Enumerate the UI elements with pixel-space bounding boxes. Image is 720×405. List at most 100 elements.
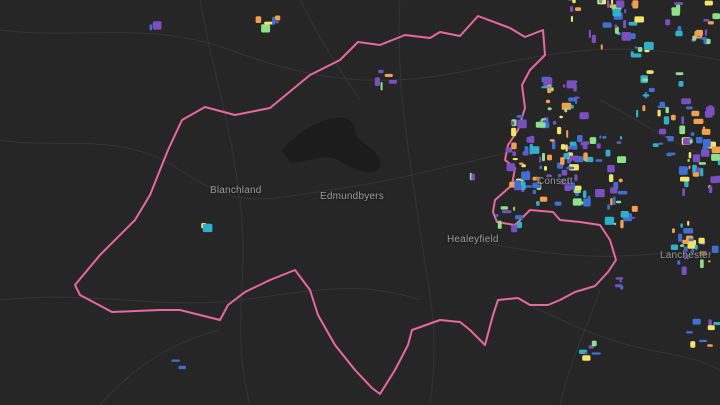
settlement-patch bbox=[575, 7, 582, 11]
place-label-consett: Consett bbox=[537, 176, 573, 187]
settlement-patch bbox=[667, 136, 674, 142]
settlement-patch bbox=[683, 138, 692, 145]
settlement-patch bbox=[681, 266, 687, 275]
settlement-patch bbox=[665, 19, 671, 26]
settlement-patch bbox=[552, 120, 557, 125]
settlement-patch bbox=[698, 162, 706, 165]
settlement-patch bbox=[628, 21, 638, 26]
settlement-patch bbox=[698, 339, 708, 342]
settlement-patch bbox=[546, 174, 552, 178]
settlement-patch bbox=[583, 152, 588, 161]
settlement-patch bbox=[691, 249, 695, 254]
place-label-lanchester: Lanchester bbox=[660, 250, 712, 261]
settlement-patch bbox=[604, 216, 615, 225]
settlement-patch bbox=[275, 15, 281, 21]
settlement-patch bbox=[512, 158, 518, 161]
settlement-patch bbox=[617, 156, 627, 163]
settlement-patch bbox=[713, 322, 720, 326]
settlement-patch bbox=[564, 108, 568, 113]
settlement-patch bbox=[652, 143, 659, 147]
settlement-patch bbox=[543, 77, 553, 87]
settlement-patch bbox=[602, 135, 607, 139]
settlement-patch bbox=[698, 237, 705, 244]
settlement-patch bbox=[618, 190, 628, 195]
settlement-patch bbox=[679, 125, 686, 135]
settlement-patch bbox=[688, 238, 694, 242]
settlement-patch bbox=[607, 204, 611, 210]
settlement-patch bbox=[566, 166, 575, 170]
settlement-patch bbox=[692, 318, 701, 325]
settlement-patch bbox=[681, 98, 691, 105]
settlement-patch bbox=[261, 24, 271, 33]
settlement-patch bbox=[588, 29, 591, 38]
settlement-patch bbox=[672, 228, 675, 234]
settlement-patch bbox=[630, 216, 635, 219]
settlement-patch bbox=[526, 170, 530, 177]
settlement-patch bbox=[519, 162, 524, 165]
settlement-patch bbox=[675, 30, 683, 37]
settlement-patch bbox=[658, 142, 664, 145]
settlement-patch bbox=[704, 0, 713, 6]
settlement-patch bbox=[569, 141, 577, 146]
settlement-patch bbox=[642, 78, 649, 82]
settlement-patch bbox=[549, 139, 555, 142]
settlement-patch bbox=[683, 246, 688, 252]
settlement-patch bbox=[686, 331, 693, 334]
settlement-patch bbox=[711, 153, 720, 161]
place-label-blanchland: Blanchland bbox=[210, 185, 262, 196]
settlement-patch bbox=[692, 154, 701, 163]
settlement-patch bbox=[707, 325, 715, 331]
settlement-patch bbox=[616, 141, 622, 144]
settlement-patch bbox=[680, 176, 690, 182]
settlement-patch bbox=[703, 36, 707, 45]
settlement-patch bbox=[516, 115, 524, 118]
settlement-patch bbox=[568, 158, 572, 163]
settlement-patch bbox=[663, 116, 670, 125]
settlement-patch bbox=[642, 105, 646, 112]
settlement-patch bbox=[595, 189, 605, 198]
settlement-patch bbox=[171, 359, 180, 362]
settlement-patch bbox=[542, 119, 549, 123]
settlement-patch bbox=[614, 26, 619, 34]
settlement-patch bbox=[703, 139, 711, 148]
settlement-patch bbox=[582, 355, 591, 361]
settlement-patch bbox=[704, 29, 708, 36]
settlement-patch bbox=[500, 206, 509, 210]
settlement-patch bbox=[686, 106, 693, 110]
settlement-patch bbox=[561, 102, 572, 110]
settlement-patch bbox=[524, 185, 533, 188]
settlement-patch bbox=[692, 35, 697, 41]
settlement-patch bbox=[562, 84, 566, 88]
settlement-patch bbox=[552, 140, 556, 150]
settlement-patch bbox=[568, 97, 576, 102]
settlement-patch bbox=[623, 20, 627, 29]
settlement-patch bbox=[608, 174, 614, 182]
settlement-patch bbox=[557, 126, 562, 135]
settlement-patch bbox=[616, 0, 625, 8]
settlement-patch bbox=[272, 16, 275, 25]
settlement-patch bbox=[570, 104, 574, 109]
reservoir-water bbox=[282, 117, 381, 173]
settlement-patch bbox=[554, 201, 562, 206]
settlement-patch bbox=[683, 228, 694, 234]
settlement-patch bbox=[693, 118, 704, 124]
settlement-patch bbox=[563, 153, 570, 159]
settlement-patch bbox=[574, 96, 580, 99]
settlement-patch bbox=[570, 15, 573, 22]
settlement-patch bbox=[374, 77, 380, 86]
settlement-patch bbox=[696, 167, 701, 173]
settlement-patch bbox=[615, 277, 624, 280]
settlement-patch bbox=[688, 165, 691, 170]
place-label-healeyfield: Healeyfield bbox=[447, 234, 499, 245]
settlement-patch bbox=[708, 319, 712, 327]
settlement-patch bbox=[665, 106, 669, 114]
settlement-patch bbox=[674, 2, 684, 5]
settlement-patch bbox=[565, 144, 568, 152]
settlement-patch bbox=[514, 180, 522, 189]
settlement-patch bbox=[539, 165, 543, 170]
settlement-patch bbox=[657, 109, 661, 117]
settlement-patch bbox=[178, 365, 186, 370]
settlement-patch bbox=[710, 176, 719, 184]
